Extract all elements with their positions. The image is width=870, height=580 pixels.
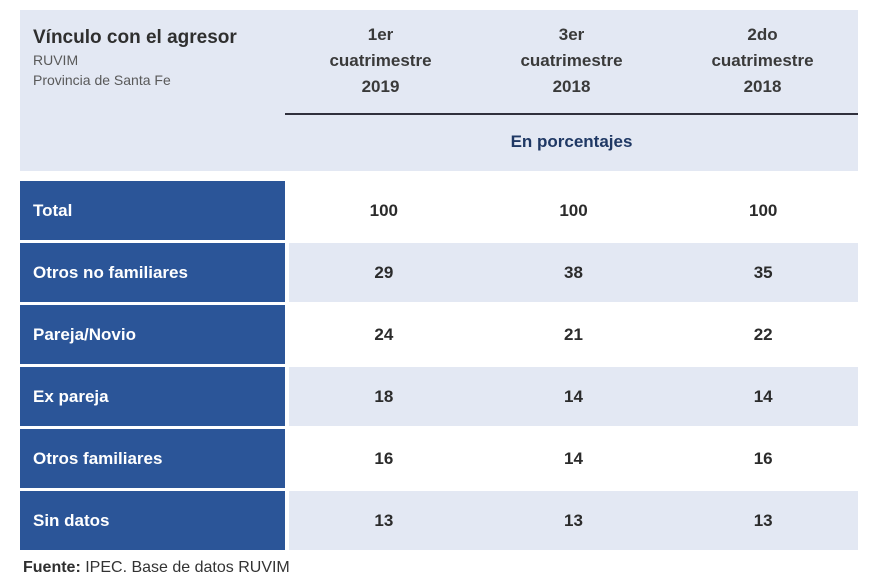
row-value: 16 [374, 448, 394, 468]
table-title: Vínculo con el agresor [33, 27, 237, 48]
table-row: Ex pareja 18 14 14 [20, 367, 858, 426]
column-header-line: 2018 [743, 77, 782, 96]
row-value: 24 [374, 324, 394, 344]
table-subtitle-ruvim: RUVIM [33, 52, 79, 68]
row-value: 14 [753, 386, 773, 406]
table-row: Total 100 100 100 [20, 181, 858, 240]
row-data: 18 14 14 [289, 367, 858, 426]
column-header-line: 3er [558, 25, 585, 44]
header-underline [285, 113, 858, 115]
table-header: Vínculo con el agresor RUVIM Provincia d… [20, 10, 858, 171]
table-row: Otros familiares 16 14 16 [20, 429, 858, 488]
table-header-top: Vínculo con el agresor RUVIM Provincia d… [20, 10, 858, 113]
source-text: IPEC. Base de datos RUVIM [80, 559, 290, 576]
row-label: Otros familiares [20, 429, 285, 488]
column-header-line: 2do [747, 25, 778, 44]
row-label: Sin datos [20, 491, 285, 550]
table-title-cell: Vínculo con el agresor RUVIM Provincia d… [20, 10, 285, 113]
row-value: 21 [564, 324, 583, 344]
column-header-3: 2do cuatrimestre 2018 [667, 10, 858, 113]
units-row: En porcentajes [285, 115, 858, 169]
source-note: Fuente: IPEC. Base de datos RUVIM [20, 558, 858, 578]
row-label: Ex pareja [20, 367, 285, 426]
row-value: 13 [564, 510, 583, 530]
row-value: 13 [374, 510, 394, 530]
row-value: 14 [564, 448, 583, 468]
row-value: 35 [753, 262, 773, 282]
column-header-line: 2019 [361, 77, 400, 96]
column-header-1: 1er cuatrimestre 2019 [285, 10, 476, 113]
row-data: 24 21 22 [289, 305, 858, 364]
row-label: Otros no familiares [20, 243, 285, 302]
column-header-2: 3er cuatrimestre 2018 [476, 10, 667, 113]
row-value: 29 [374, 262, 394, 282]
row-label: Total [20, 181, 285, 240]
table-subtitle-provincia: Provincia de Santa Fe [33, 72, 171, 88]
row-value: 100 [369, 200, 399, 220]
table-row: Sin datos 13 13 13 [20, 491, 858, 550]
row-value: 13 [753, 510, 773, 530]
table-rows: Total 100 100 100 Otros no familiares 29 38 35 P… [20, 181, 858, 550]
row-data: 100 100 100 [289, 181, 858, 240]
row-value: 14 [564, 386, 583, 406]
row-value: 22 [753, 324, 773, 344]
column-header-line: 1er [367, 25, 394, 44]
row-data: 16 14 16 [289, 429, 858, 488]
row-value: 18 [374, 386, 394, 406]
column-header-line: cuatrimestre [711, 51, 814, 70]
row-value: 100 [748, 200, 778, 220]
row-data: 29 38 35 [289, 243, 858, 302]
table-row: Otros no familiares 29 38 35 [20, 243, 858, 302]
column-header-line: 2018 [552, 77, 591, 96]
units-label: En porcentajes [510, 132, 633, 151]
row-value: 100 [559, 200, 588, 220]
statistics-table: Vínculo con el agresor RUVIM Provincia d… [20, 10, 858, 578]
table-row: Pareja/Novio 24 21 22 [20, 305, 858, 364]
row-value: 38 [564, 262, 583, 282]
column-header-line: cuatrimestre [520, 51, 623, 70]
row-label: Pareja/Novio [20, 305, 285, 364]
column-header-line: cuatrimestre [329, 51, 432, 70]
row-value: 16 [753, 448, 773, 468]
source-label: Fuente: [23, 559, 81, 576]
row-data: 13 13 13 [289, 491, 858, 550]
